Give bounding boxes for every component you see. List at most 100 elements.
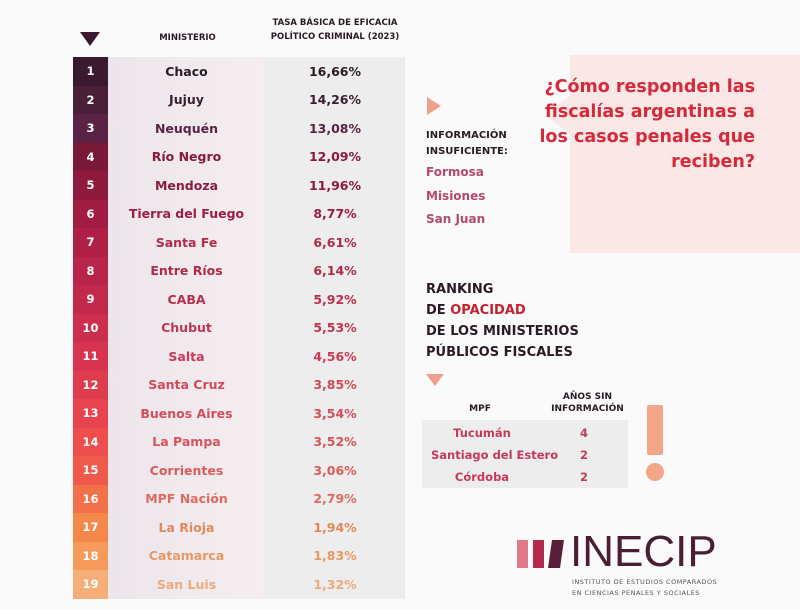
tasa-cell: 2,79% bbox=[265, 484, 405, 513]
table-row: 2 Jujuy 14,26% bbox=[73, 85, 405, 114]
tasa-cell: 1,83% bbox=[265, 541, 405, 570]
opacity-title-highlight: OPACIDAD bbox=[450, 303, 526, 318]
logo-sub-line1: INSTITUTO DE ESTUDIOS COMPARADOS bbox=[572, 578, 718, 586]
insufficient-info-title-line1: INFORMACIÓN bbox=[426, 130, 507, 141]
tasa-cell: 12,09% bbox=[265, 142, 405, 171]
rank-cell: 19 bbox=[73, 570, 108, 599]
tasa-cell: 14,26% bbox=[265, 85, 405, 114]
rank-cell: 4 bbox=[73, 142, 108, 171]
ministerio-cell: Santa Cruz bbox=[108, 370, 265, 399]
insufficient-item: Formosa bbox=[426, 165, 484, 179]
opacity-row-years: 2 bbox=[580, 470, 589, 484]
rank-cell: 13 bbox=[73, 399, 108, 428]
tasa-cell: 11,96% bbox=[265, 171, 405, 200]
table-row: 14 La Pampa 3,52% bbox=[73, 427, 405, 456]
table-row: 17 La Rioja 1,94% bbox=[73, 513, 405, 542]
tasa-cell: 5,53% bbox=[265, 313, 405, 342]
table-row: 4 Río Negro 12,09% bbox=[73, 142, 405, 171]
logo-bar-dark bbox=[548, 540, 564, 568]
ranking-table: 1 Chaco 16,66% 2 Jujuy 14,26% 3 Neuquén 13,08% 4 R… bbox=[73, 57, 405, 599]
logo-name: INECIP bbox=[570, 527, 717, 576]
ministerio-cell: Mendoza bbox=[108, 171, 265, 200]
play-triangle-icon bbox=[427, 97, 441, 115]
ministerio-cell: CABA bbox=[108, 285, 265, 314]
ministerio-cell: Salta bbox=[108, 342, 265, 371]
rank-cell: 12 bbox=[73, 370, 108, 399]
column-header-ministerio: MINISTERIO bbox=[159, 33, 216, 43]
ministerio-cell: Tierra del Fuego bbox=[108, 199, 265, 228]
insufficient-info-title: INFORMACIÓN INSUFICIENTE: bbox=[426, 128, 508, 160]
tasa-cell: 3,54% bbox=[265, 399, 405, 428]
opacity-ranking-title: RANKING DE OPACIDAD DE LOS MINISTERIOS P… bbox=[426, 279, 579, 363]
table-row: 9 CABA 5,92% bbox=[73, 285, 405, 314]
opacity-title-line3: DE LOS MINISTERIOS bbox=[426, 324, 579, 339]
table-row: 15 Corrientes 3,06% bbox=[73, 456, 405, 485]
tasa-cell: 6,14% bbox=[265, 256, 405, 285]
opacity-table bbox=[422, 420, 628, 488]
ministerio-cell: Chubut bbox=[108, 313, 265, 342]
ministerio-cell: La Pampa bbox=[108, 427, 265, 456]
tasa-cell: 3,52% bbox=[265, 427, 405, 456]
logo-bar-crimson bbox=[533, 540, 544, 568]
ministerio-cell: MPF Nación bbox=[108, 484, 265, 513]
ministerio-cell: San Luis bbox=[108, 570, 265, 599]
tasa-cell: 3,85% bbox=[265, 370, 405, 399]
column-header-tasa: TASA BÁSICA DE EFICACIA POLÍTICO CRIMINA… bbox=[255, 16, 415, 44]
rank-cell: 11 bbox=[73, 342, 108, 371]
ministerio-cell: Chaco bbox=[108, 57, 265, 86]
rank-cell: 5 bbox=[73, 171, 108, 200]
opacity-title-line1: RANKING bbox=[426, 282, 494, 297]
tasa-cell: 6,61% bbox=[265, 228, 405, 257]
table-row: 16 MPF Nación 2,79% bbox=[73, 484, 405, 513]
tasa-cell: 13,08% bbox=[265, 114, 405, 143]
column-header-tasa-line1: TASA BÁSICA DE EFICACIA bbox=[272, 18, 398, 28]
opacity-title-line4: PÚBLICOS FISCALES bbox=[426, 345, 573, 360]
ministerio-cell: La Rioja bbox=[108, 513, 265, 542]
ministerio-cell: Catamarca bbox=[108, 541, 265, 570]
rank-cell: 6 bbox=[73, 199, 108, 228]
table-row: 3 Neuquén 13,08% bbox=[73, 114, 405, 143]
rank-cell: 15 bbox=[73, 456, 108, 485]
speech-tail bbox=[545, 95, 571, 135]
ministerio-cell: Entre Ríos bbox=[108, 256, 265, 285]
rank-cell: 9 bbox=[73, 285, 108, 314]
rank-cell: 8 bbox=[73, 256, 108, 285]
tasa-cell: 16,66% bbox=[265, 57, 405, 86]
exclamation-icon bbox=[647, 405, 663, 455]
opacity-row-name: Santiago del Estero bbox=[431, 448, 559, 462]
insufficient-item: San Juan bbox=[426, 212, 486, 226]
opacity-title-line2: DE OPACIDAD bbox=[426, 300, 579, 321]
insufficient-info-title-line2: INSUFICIENTE: bbox=[426, 146, 508, 157]
rank-cell: 1 bbox=[73, 57, 108, 86]
years-header-line2: INFORMACIÓN bbox=[551, 404, 624, 414]
ministerio-cell: Neuquén bbox=[108, 114, 265, 143]
tasa-cell: 8,77% bbox=[265, 199, 405, 228]
rank-cell: 2 bbox=[73, 85, 108, 114]
opacity-row-years: 2 bbox=[580, 448, 589, 462]
table-row: 11 Salta 4,56% bbox=[73, 342, 405, 371]
tasa-cell: 3,06% bbox=[265, 456, 405, 485]
table-row: 1 Chaco 16,66% bbox=[73, 57, 405, 86]
table-row: 10 Chubut 5,53% bbox=[73, 313, 405, 342]
table-row: 19 San Luis 1,32% bbox=[73, 570, 405, 599]
rank-cell: 16 bbox=[73, 484, 108, 513]
ministerio-cell: Jujuy bbox=[108, 85, 265, 114]
table-row: 6 Tierra del Fuego 8,77% bbox=[73, 199, 405, 228]
table-row: 13 Buenos Aires 3,54% bbox=[73, 399, 405, 428]
tasa-cell: 4,56% bbox=[265, 342, 405, 371]
rank-cell: 14 bbox=[73, 427, 108, 456]
opacity-row-name: Córdoba bbox=[454, 470, 510, 484]
table-row: 5 Mendoza 11,96% bbox=[73, 171, 405, 200]
rank-cell: 18 bbox=[73, 541, 108, 570]
tasa-cell: 5,92% bbox=[265, 285, 405, 314]
rank-cell: 7 bbox=[73, 228, 108, 257]
ministerio-cell: Santa Fe bbox=[108, 228, 265, 257]
rank-cell: 17 bbox=[73, 513, 108, 542]
table-row: 12 Santa Cruz 3,85% bbox=[73, 370, 405, 399]
logo-bar-pink bbox=[517, 540, 528, 568]
ministerio-cell: Río Negro bbox=[108, 142, 265, 171]
ministerio-cell: Corrientes bbox=[108, 456, 265, 485]
logo-sub-line2: EN CIENCIAS PENALES Y SOCIALES bbox=[572, 589, 700, 597]
table-row: 18 Catamarca 1,83% bbox=[73, 541, 405, 570]
question-box bbox=[570, 55, 800, 253]
